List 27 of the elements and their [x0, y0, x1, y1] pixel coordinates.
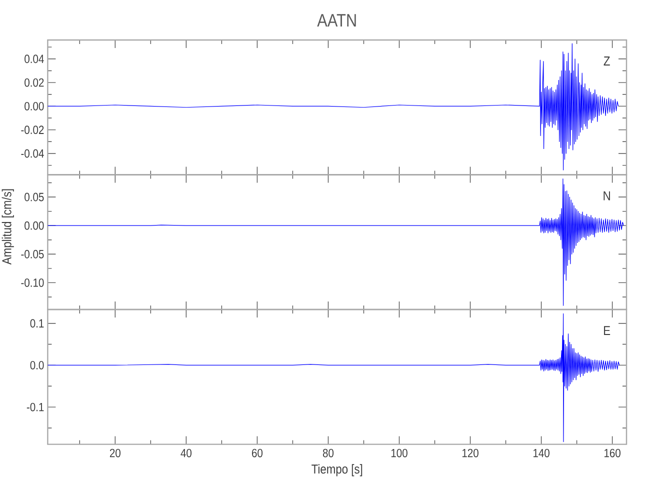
x-tick-label: 40	[180, 448, 192, 458]
line-series	[48, 43, 619, 170]
x-tick-label: 80	[322, 448, 334, 458]
x-tick-label: 20	[110, 448, 120, 458]
x-tick-label: 60	[252, 448, 263, 458]
chart-title: AATN	[317, 14, 356, 26]
annotation: N	[604, 191, 610, 200]
y-tick-label: 0.0	[30, 360, 44, 370]
y-tick-label: -0.05	[21, 250, 44, 258]
x-tick-label: 100	[391, 448, 408, 458]
y-axis-title: Amplitud [cm/s]	[2, 189, 14, 265]
y-tick-label: 0.1	[30, 319, 44, 328]
annotation: Z	[604, 56, 610, 66]
y-tick-label: -0.02	[21, 126, 44, 134]
annotation: E	[604, 326, 610, 336]
y-tick-label: 0.05	[24, 192, 44, 202]
y-tick-label: -0.1	[26, 402, 44, 412]
x-axis-title: Tiempo [s]	[312, 464, 362, 476]
y-tick-label: 0.02	[24, 78, 44, 87]
x-tick-label: 120	[462, 448, 478, 458]
y-tick-label: 0.00	[24, 221, 44, 230]
y-tick-label: -0.10	[21, 278, 44, 287]
x-tick-label: 160	[604, 448, 620, 458]
y-tick-label: -0.04	[21, 149, 44, 158]
y-tick-label: 0.04	[24, 54, 44, 64]
y-tick-label: 0.00	[24, 102, 44, 110]
x-tick-label: 140	[533, 448, 550, 458]
